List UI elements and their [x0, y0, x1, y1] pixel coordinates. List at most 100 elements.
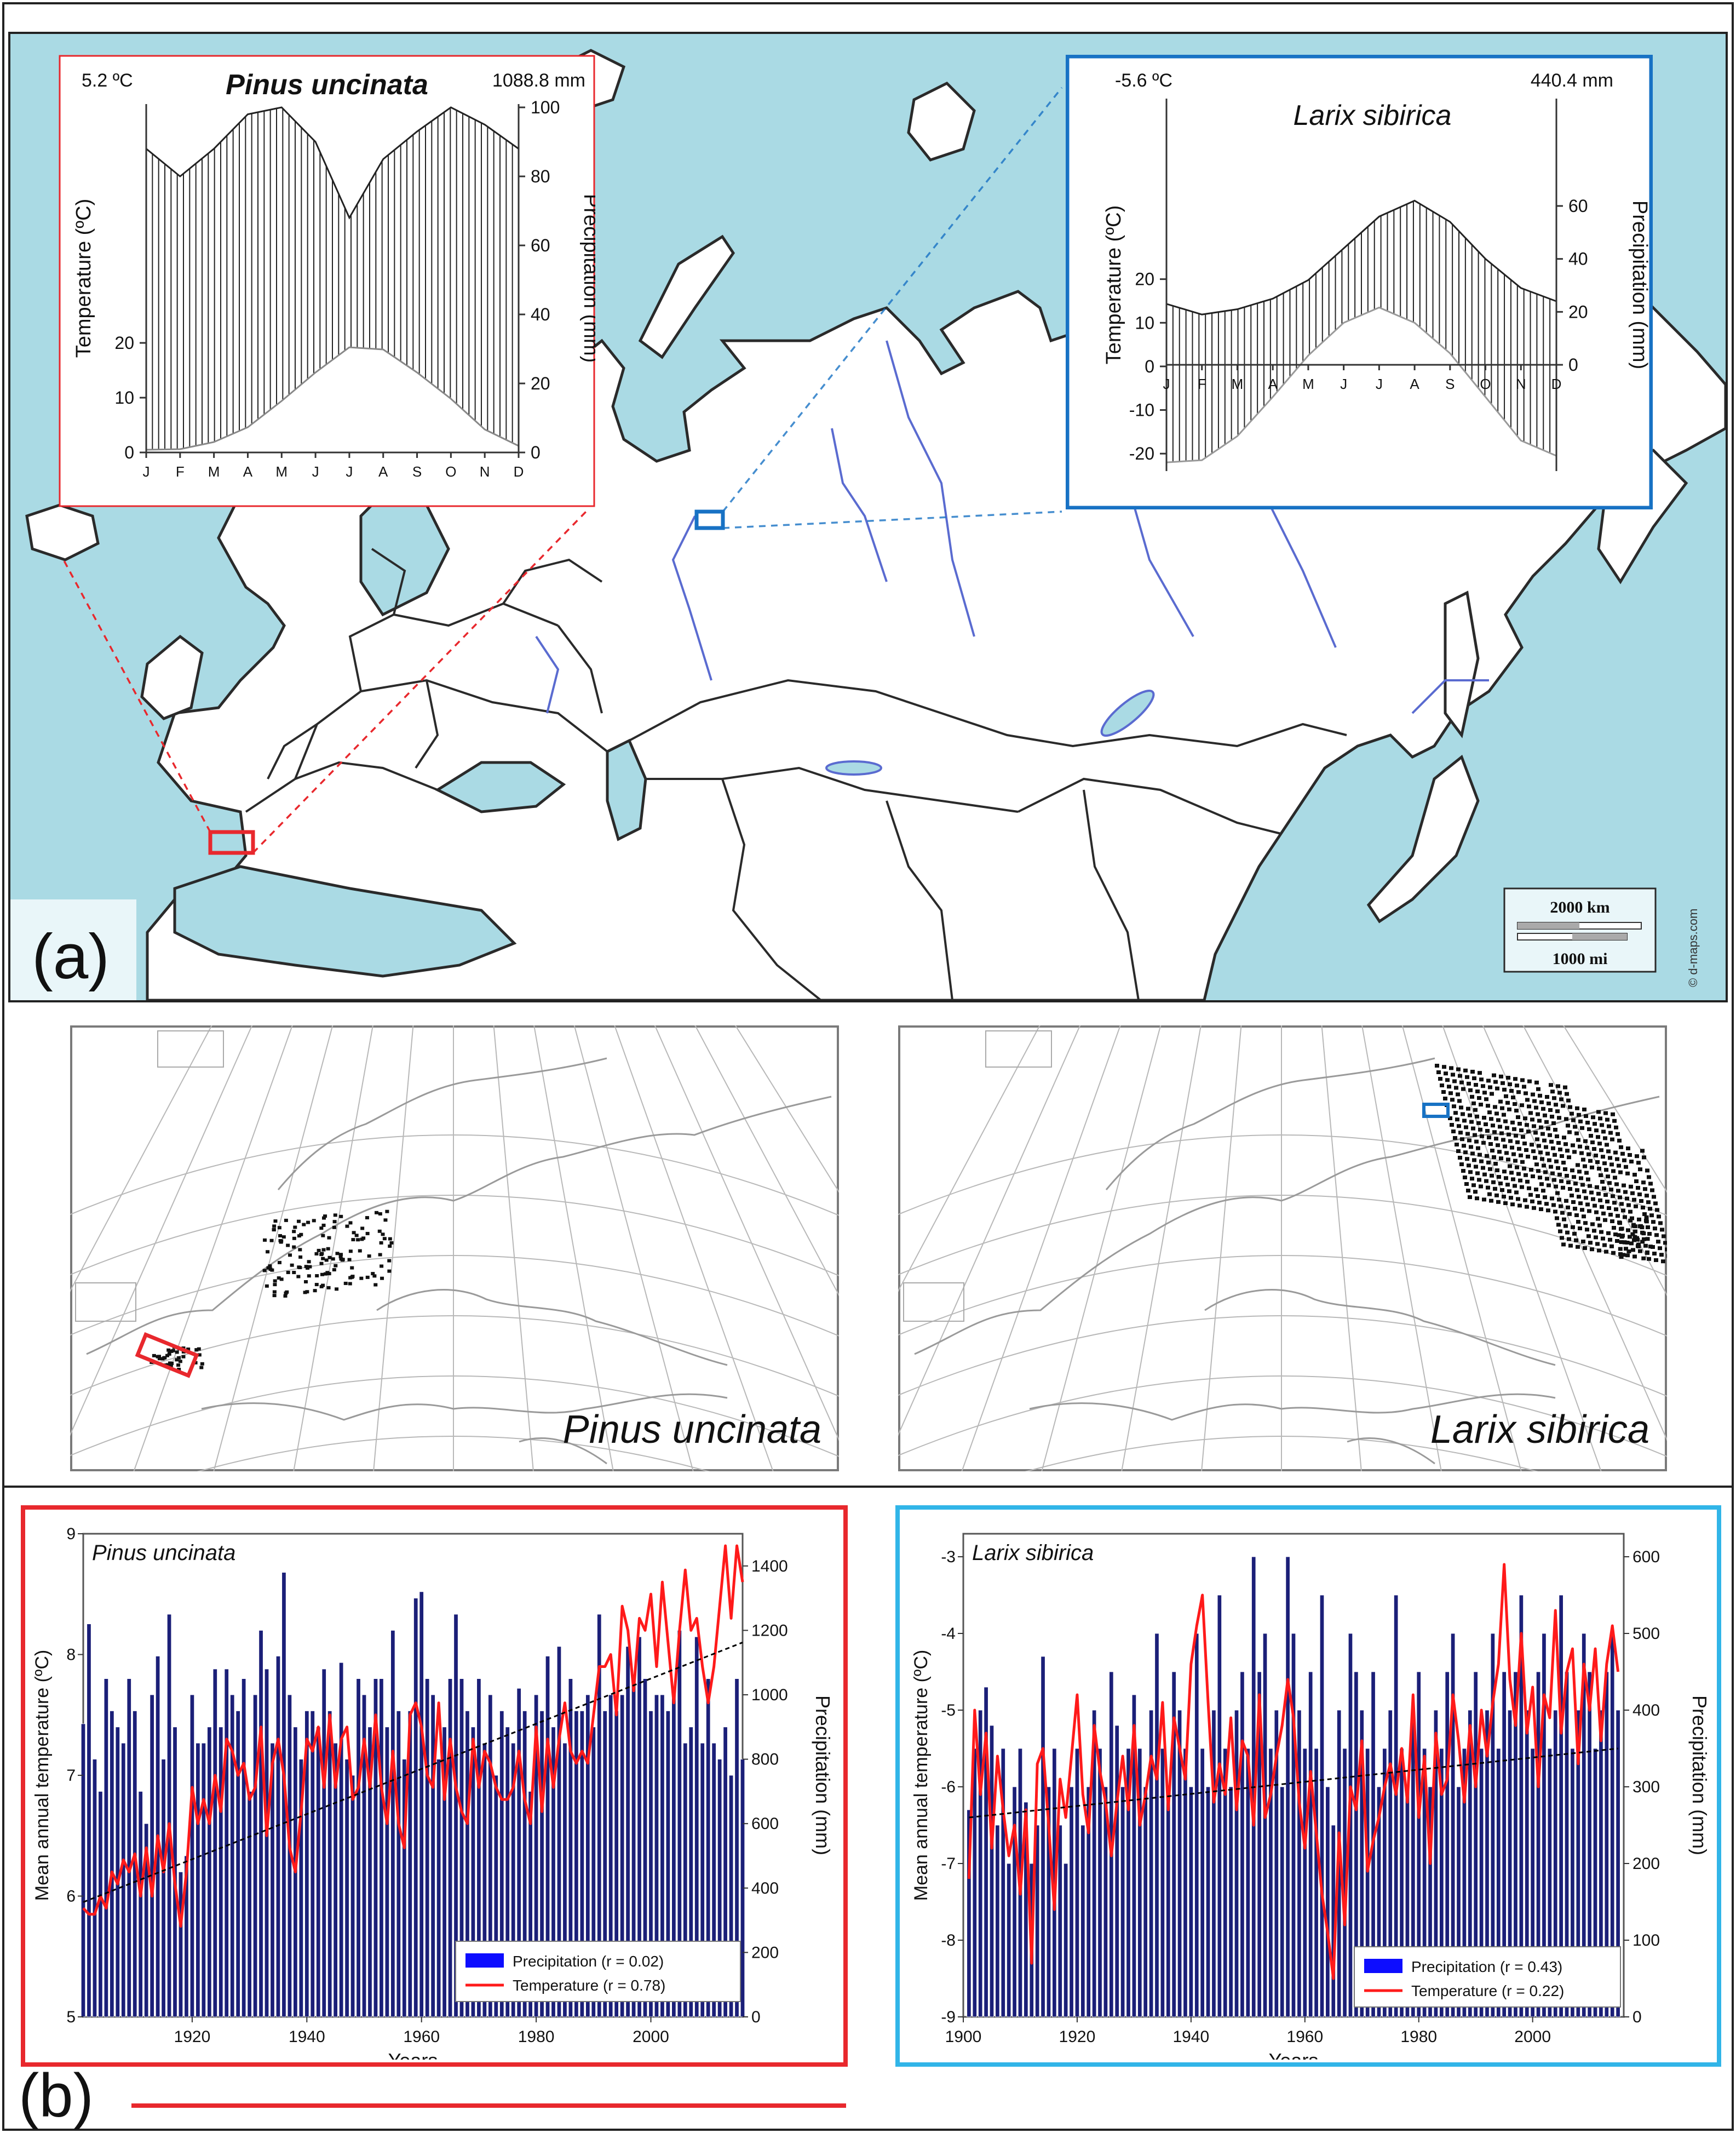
- occurrence-dot: [1535, 1137, 1539, 1142]
- occurrence-dot: [1604, 1249, 1608, 1254]
- occurrence-dot: [1599, 1230, 1603, 1234]
- occurrence-dot: [1585, 1145, 1589, 1150]
- precipitation-bar: [121, 1742, 126, 2017]
- occurrence-dot: [1513, 1184, 1517, 1188]
- x-tick-label: 1980: [1400, 2028, 1437, 2046]
- occurrence-dot: [1540, 1132, 1545, 1136]
- occurrence-dot: [292, 1230, 296, 1234]
- occurrence-dot: [1517, 1203, 1522, 1208]
- y-left-tick-label: -7: [941, 1855, 956, 1873]
- occurrence-dot: [1621, 1208, 1625, 1213]
- occurrence-dot: [325, 1271, 330, 1275]
- precipitation-bar: [711, 1742, 716, 2017]
- occurrence-dot: [1571, 1118, 1576, 1122]
- precipitation-bar: [522, 1710, 527, 2017]
- occurrence-dot: [1509, 1089, 1514, 1093]
- occurrence-dot: [286, 1270, 290, 1274]
- occurrence-dot: [165, 1363, 170, 1367]
- panel-b-label: (b): [19, 2061, 94, 2130]
- occurrence-dot: [1583, 1139, 1588, 1143]
- occurrence-dot: [1509, 1196, 1513, 1200]
- occurrence-dot: [1606, 1174, 1610, 1179]
- occurrence-dot: [1597, 1142, 1602, 1146]
- coastline: [1105, 1057, 1435, 1190]
- occurrence-dot: [1607, 1181, 1612, 1185]
- occurrence-dot: [1459, 1080, 1464, 1085]
- panel-b-underline: [131, 2103, 846, 2108]
- occurrence-dot: [157, 1357, 162, 1361]
- occurrence-dot: [1484, 1179, 1488, 1183]
- occurrence-dot: [351, 1238, 355, 1242]
- larix-timeseries-chart: -9 -8 -7 -6 -5 -4 -3 0 100 200 300 400 500 600 1900 192…: [911, 1533, 1711, 2060]
- occurrence-dot: [306, 1220, 311, 1224]
- larix-climate-diagram: -20 -10 0 10 20 0 20 40 60 J F M A M J J A S O N D Temperatur…: [1066, 55, 1653, 509]
- precipitation-bar: [984, 1687, 988, 2017]
- y-left-title: Temperature (ºC): [72, 199, 95, 358]
- panel-a-label-bg: [10, 899, 136, 1000]
- precipitation-bar: [1507, 1710, 1513, 2017]
- occurrence-dot: [1597, 1223, 1602, 1228]
- occurrence-dot: [1606, 1149, 1611, 1154]
- occurrence-dot: [1657, 1214, 1661, 1219]
- occurrence-dot: [1590, 1247, 1594, 1252]
- occurrence-dot: [1607, 1124, 1611, 1128]
- precipitation-bar: [539, 1710, 544, 2017]
- month-label: J: [312, 463, 319, 480]
- precipitation-bar: [1069, 1786, 1074, 2017]
- occurrence-dot: [1495, 1086, 1499, 1091]
- occurrence-dot: [1642, 1212, 1647, 1216]
- occurrence-dot: [1568, 1105, 1572, 1109]
- occurrence-dot: [1584, 1114, 1588, 1118]
- parallel: [1025, 1436, 1538, 1471]
- occurrence-dot: [350, 1275, 355, 1278]
- occurrence-dot: [262, 1269, 267, 1272]
- map-frame: [898, 1025, 1667, 1471]
- occurrence-dot: [1470, 1151, 1475, 1156]
- precipitation-bar: [1274, 1710, 1279, 2017]
- occurrence-dot: [1477, 1178, 1481, 1182]
- occurrence-dot: [193, 1361, 198, 1364]
- occurrence-dot: [292, 1271, 296, 1275]
- month-label: M: [275, 463, 288, 480]
- occurrence-dot: [1637, 1224, 1642, 1229]
- occurrence-dot: [1465, 1132, 1470, 1136]
- precipitation-bar: [1314, 1748, 1319, 2017]
- occurrence-dot: [1463, 1150, 1468, 1155]
- precipitation-bar: [654, 1694, 659, 2017]
- occurrence-dot: [1648, 1182, 1653, 1186]
- occurrence-dot: [1553, 1128, 1557, 1132]
- coastline: [1029, 1393, 1556, 1421]
- occurrence-dot: [1641, 1231, 1646, 1236]
- occurrence-dot: [1592, 1147, 1596, 1151]
- occurrence-dot: [1663, 1241, 1667, 1245]
- occurrence-dot: [1536, 1112, 1540, 1116]
- occurrence-dot: [1516, 1197, 1520, 1201]
- occurrence-dot: [1482, 1116, 1486, 1120]
- meridian: [614, 1025, 774, 1471]
- occurrence-dot: [171, 1349, 175, 1352]
- occurrence-dot: [290, 1263, 294, 1267]
- black-sea: [434, 761, 566, 813]
- precipitation-bar: [1433, 1710, 1439, 2017]
- precipitation-bar: [270, 1742, 275, 2017]
- occurrence-dot: [1478, 1071, 1482, 1075]
- occurrence-dot: [1565, 1149, 1570, 1153]
- occurrence-dot: [1586, 1152, 1591, 1156]
- occurrence-dot: [293, 1225, 297, 1229]
- precipitation-bar: [562, 1742, 567, 2017]
- meridian: [493, 1025, 534, 1471]
- precipitation-bar: [608, 1694, 613, 2017]
- parallel: [898, 1315, 1667, 1397]
- occurrence-dot: [1450, 1098, 1455, 1102]
- occurrence-dot: [1560, 1211, 1565, 1215]
- precipitation-bar: [700, 1742, 705, 2017]
- month-label: S: [1445, 376, 1455, 392]
- occurrence-dot: [1650, 1188, 1654, 1192]
- coastline: [201, 1393, 728, 1421]
- occurrence-dot: [1553, 1152, 1557, 1157]
- occurrence-dot: [1634, 1204, 1638, 1208]
- occurrence-dot: [1502, 1113, 1506, 1117]
- occurrence-dot: [375, 1211, 379, 1214]
- occurrence-dot: [1595, 1242, 1600, 1246]
- occurrence-dot: [281, 1235, 286, 1239]
